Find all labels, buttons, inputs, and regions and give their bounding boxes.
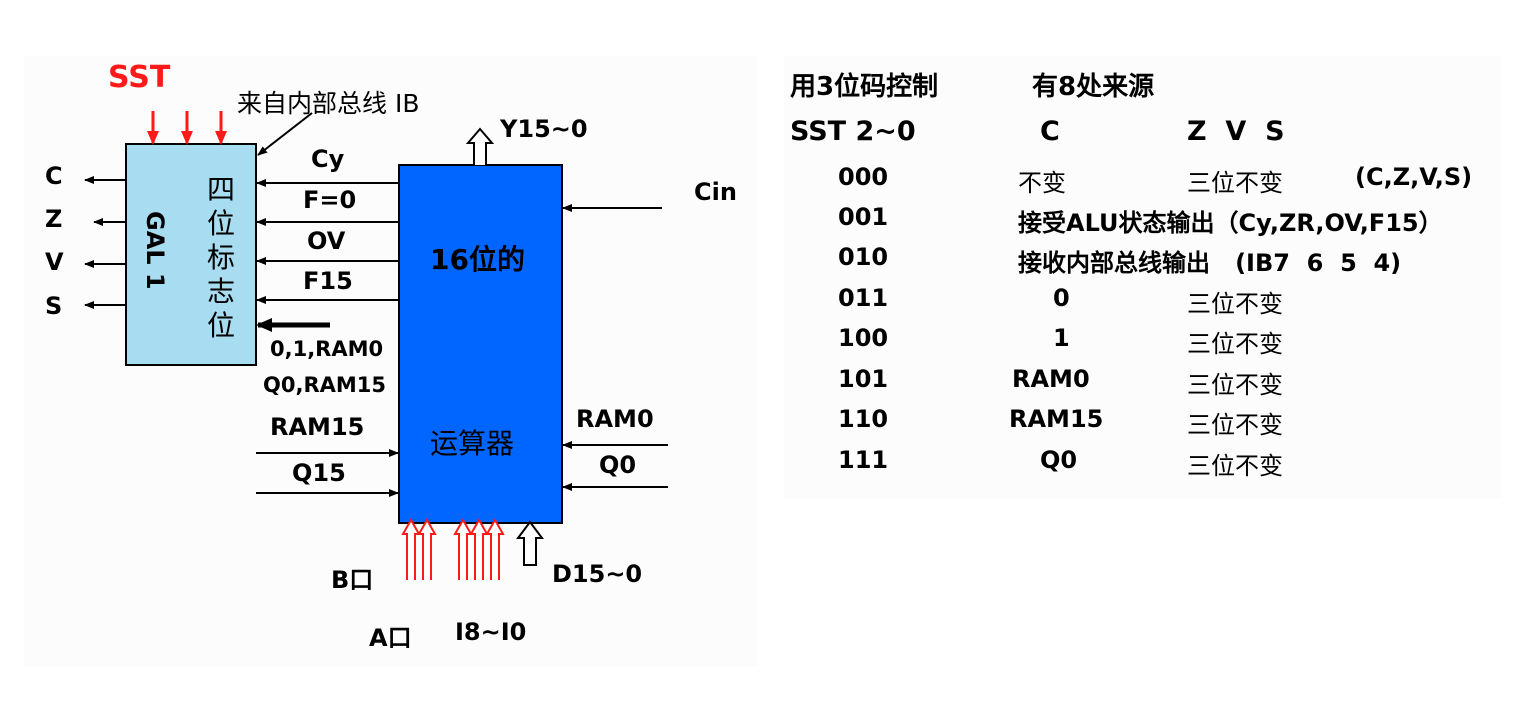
flag-label-char-2: 位 xyxy=(207,207,236,240)
flag-output-v: V xyxy=(45,248,64,276)
row-c: 1 xyxy=(1053,324,1070,352)
d-input-arrow xyxy=(516,520,544,566)
ram15-label: RAM15 xyxy=(270,413,365,441)
gal-label: GAL 1 xyxy=(141,211,169,290)
b-port-arrows xyxy=(401,517,437,580)
q0-label: Q0 xyxy=(599,451,637,479)
header-zvs: Z V S xyxy=(1187,116,1285,147)
a-port-label: A口 xyxy=(369,624,412,652)
y-output-arrow xyxy=(465,127,495,165)
row-code: 100 xyxy=(838,324,889,352)
alu-label-top: 16位的 xyxy=(430,243,525,276)
flag-label-char-3: 标 xyxy=(207,241,236,274)
alu-box xyxy=(398,164,563,524)
row-wide: 接受ALU状态输出（Cy,ZR,OV,F15） xyxy=(1018,209,1443,237)
header-sst: SST 2~0 xyxy=(790,116,916,147)
d-input-label: D15~0 xyxy=(552,560,643,588)
row-code: 111 xyxy=(838,446,889,474)
shift-input-label-1: 0,1,RAM0 xyxy=(270,337,384,361)
row-c: 不变 xyxy=(1018,169,1066,197)
row-zvs: 三位不变 xyxy=(1187,290,1283,318)
sst-label: SST xyxy=(108,60,171,95)
instruction-label: I8~I0 xyxy=(455,618,527,646)
cin-label: Cin xyxy=(694,178,737,206)
row-zvs: 三位不变 xyxy=(1187,371,1283,399)
row-code: 000 xyxy=(838,163,889,191)
ib-label: 来自内部总线 IB xyxy=(237,89,420,118)
row-c: RAM0 xyxy=(1012,365,1090,393)
flag-label-char-1: 四 xyxy=(207,173,236,206)
q15-label: Q15 xyxy=(292,459,346,487)
ov-label: OV xyxy=(307,227,346,255)
row-zvs: 三位不变 xyxy=(1187,330,1283,358)
flag-output-s: S xyxy=(45,292,63,320)
flag-label-char-4: 志 xyxy=(207,275,236,308)
table-intro-right: 有8处来源 xyxy=(1032,72,1155,102)
alu-label-bottom: 运算器 xyxy=(430,427,515,460)
b-port-label: B口 xyxy=(331,566,374,594)
gal-flag-box xyxy=(125,143,257,366)
shift-input-label-2: Q0,RAM15 xyxy=(263,373,386,397)
f0-label: F=0 xyxy=(303,186,357,214)
row-code: 010 xyxy=(838,243,889,271)
header-c: C xyxy=(1040,116,1060,147)
f15-label: F15 xyxy=(303,267,353,295)
a-port-arrows xyxy=(453,517,505,580)
table-background xyxy=(784,56,1502,498)
row-code: 110 xyxy=(838,405,889,433)
ram0-label: RAM0 xyxy=(576,405,654,433)
ib-arrow xyxy=(257,112,313,156)
row-note: (C,Z,V,S) xyxy=(1355,163,1473,191)
row-c: RAM15 xyxy=(1009,405,1104,433)
row-zvs: 三位不变 xyxy=(1187,169,1283,197)
flag-label-char-5: 位 xyxy=(207,309,236,342)
y-output-label: Y15~0 xyxy=(500,115,588,143)
cy-label: Cy xyxy=(311,145,345,173)
row-zvs: 三位不变 xyxy=(1187,411,1283,439)
flag-output-c: C xyxy=(45,162,63,190)
row-code: 011 xyxy=(838,284,889,312)
flag-output-z: Z xyxy=(45,205,63,233)
table-intro-left: 用3位码控制 xyxy=(790,72,939,102)
row-c: 0 xyxy=(1053,284,1070,312)
row-code: 101 xyxy=(838,365,889,393)
row-code: 001 xyxy=(838,203,889,231)
row-wide: 接收内部总线输出 (IB7 6 5 4) xyxy=(1018,249,1402,277)
row-zvs: 三位不变 xyxy=(1187,452,1283,480)
row-c: Q0 xyxy=(1040,446,1078,474)
